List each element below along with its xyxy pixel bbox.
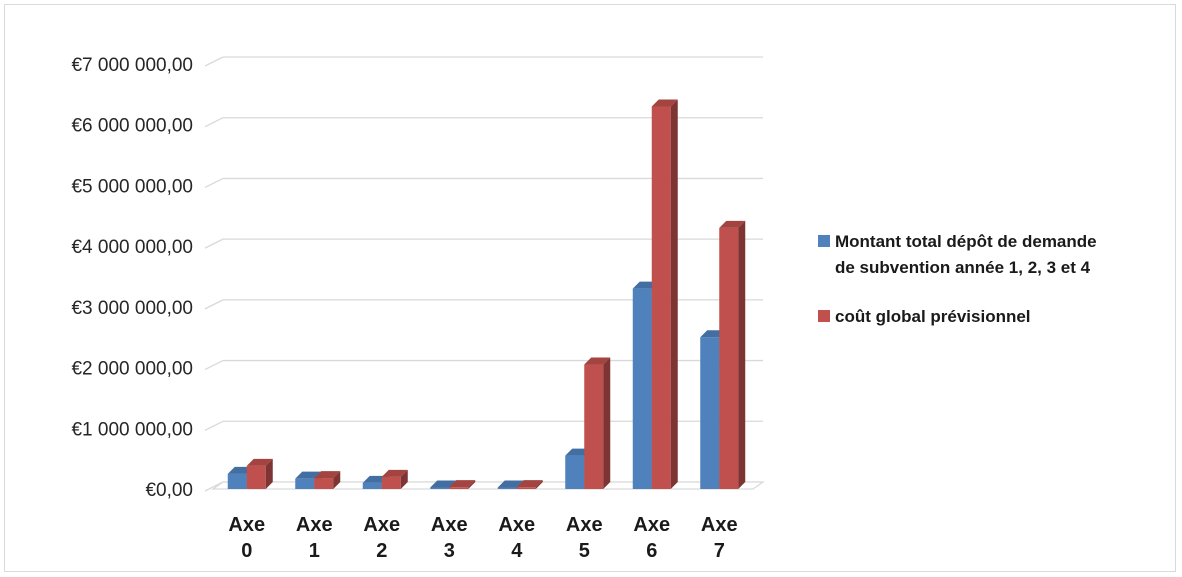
bar-front xyxy=(565,455,585,489)
x-tick-label-line: 3 xyxy=(444,540,455,562)
bar-front xyxy=(314,478,334,489)
x-tick-label-line: Axe xyxy=(431,514,468,536)
bar-side xyxy=(468,480,476,489)
y-tick-label: €6 000 000,00 xyxy=(71,116,193,137)
x-tick-label-line: Axe xyxy=(566,514,603,536)
bar-s2-5 xyxy=(584,357,611,489)
x-tick-label-line: 1 xyxy=(309,540,320,562)
x-tick-label-line: 6 xyxy=(646,540,657,562)
bar-top xyxy=(497,480,524,488)
gridline-depth-5 xyxy=(204,177,224,189)
x-tick-label-line: Axe xyxy=(498,514,535,536)
bars xyxy=(227,99,746,489)
y-tick-label: €0,00 xyxy=(145,480,193,501)
x-tick-label: Axe 7 xyxy=(701,514,738,562)
x-tick-label-line: 5 xyxy=(579,540,590,562)
x-tick-label: Axe 1 xyxy=(296,514,333,562)
bar-top xyxy=(516,480,543,488)
y-tick-label: €7 000 000,00 xyxy=(71,55,193,76)
x-tick-label: Axe 5 xyxy=(566,514,603,562)
bar-side xyxy=(738,220,746,489)
legend-label-line: Montant total dépôt de demande xyxy=(835,232,1097,251)
legend-label-line: coût global prévisionnel xyxy=(835,307,1031,326)
legend-swatch-2 xyxy=(818,310,830,322)
bar-top xyxy=(449,480,476,488)
x-tick-label: Axe 4 xyxy=(498,514,535,562)
bar-s2-2 xyxy=(381,469,408,489)
bar-front xyxy=(651,106,671,489)
bar-front xyxy=(246,465,266,489)
y-tick-label: €3 000 000,00 xyxy=(71,298,193,319)
x-tick-label-line: Axe xyxy=(633,514,670,536)
gridline-depth-6 xyxy=(204,117,224,128)
y-tick-label: €2 000 000,00 xyxy=(71,359,193,380)
bar-top xyxy=(314,471,341,479)
bar-front xyxy=(362,482,382,489)
x-tick-label: Axe 0 xyxy=(228,514,265,562)
gridline-depth-7 xyxy=(204,56,224,67)
bar-s2-7 xyxy=(719,220,746,489)
bar-front xyxy=(700,337,720,489)
legend-label-line: de subvention année 1, 2, 3 et 4 xyxy=(835,258,1091,277)
bar-top xyxy=(584,357,611,365)
x-tick-label-line: Axe xyxy=(701,514,738,536)
gridline-depth-1 xyxy=(204,420,224,431)
x-tick-label: Axe 2 xyxy=(363,514,400,562)
bar-front xyxy=(381,476,401,489)
bar-s2-0 xyxy=(246,458,273,489)
bar-front xyxy=(719,227,739,489)
bar-s2-1 xyxy=(314,471,341,489)
bar-top xyxy=(430,480,457,488)
bar-chart: €0,00 €1 000 000,00 €2 000 000,00 €3 000 00… xyxy=(71,55,1097,562)
legend-swatch-1 xyxy=(818,235,830,247)
x-tick-label-line: 0 xyxy=(241,540,252,562)
bar-top xyxy=(719,220,746,228)
bar-front xyxy=(632,288,652,489)
bar-side xyxy=(265,458,273,489)
y-tick-label: €1 000 000,00 xyxy=(71,419,193,440)
bar-front xyxy=(295,478,315,489)
bar-front xyxy=(449,487,469,489)
legend: Montant total dépôt de demande de subvent… xyxy=(818,232,1097,326)
y-tick-label: €5 000 000,00 xyxy=(71,176,193,197)
bar-top xyxy=(246,458,273,466)
legend-label-2: coût global prévisionnel xyxy=(835,307,1031,326)
bar-front xyxy=(584,364,604,489)
x-tick-label: Axe 3 xyxy=(431,514,468,562)
y-axis-labels: €0,00 €1 000 000,00 €2 000 000,00 €3 000 00… xyxy=(71,55,193,501)
bar-top xyxy=(651,99,678,107)
x-tick-label: Axe 6 xyxy=(633,514,670,562)
x-tick-label-line: Axe xyxy=(228,514,265,536)
bar-top xyxy=(295,471,322,479)
bar-side xyxy=(333,471,341,489)
x-tick-label-line: 4 xyxy=(511,540,523,562)
chart-frame: €0,00 €1 000 000,00 €2 000 000,00 €3 000 00… xyxy=(4,4,1176,572)
bar-front xyxy=(430,487,450,489)
bar-s2-3 xyxy=(449,480,476,489)
bar-front xyxy=(497,487,517,489)
bar-side xyxy=(603,357,611,489)
x-tick-label-line: Axe xyxy=(363,514,400,536)
bar-front xyxy=(516,487,536,489)
bar-s2-4 xyxy=(516,480,543,489)
bar-side xyxy=(535,480,543,489)
y-tick-label: €4 000 000,00 xyxy=(71,237,193,258)
x-tick-label-line: 7 xyxy=(714,540,725,562)
x-axis-labels: Axe 0 Axe 1 Axe 2 Axe 3 Axe 4 Axe 5 Axe 6 Axe 7 xyxy=(228,514,737,562)
bar-s2-6 xyxy=(651,99,678,489)
gridline-depth-3 xyxy=(204,299,224,310)
x-tick-label-line: 2 xyxy=(376,540,387,562)
bar-top xyxy=(381,469,408,477)
bar-side xyxy=(400,469,408,489)
bar-side xyxy=(670,99,678,489)
gridlines xyxy=(204,56,763,492)
x-tick-label-line: Axe xyxy=(296,514,333,536)
gridline-depth-4 xyxy=(204,238,224,249)
legend-label-1: Montant total dépôt de demande de subvent… xyxy=(835,232,1097,277)
gridline-depth-2 xyxy=(204,359,224,371)
bar-front xyxy=(227,473,247,489)
